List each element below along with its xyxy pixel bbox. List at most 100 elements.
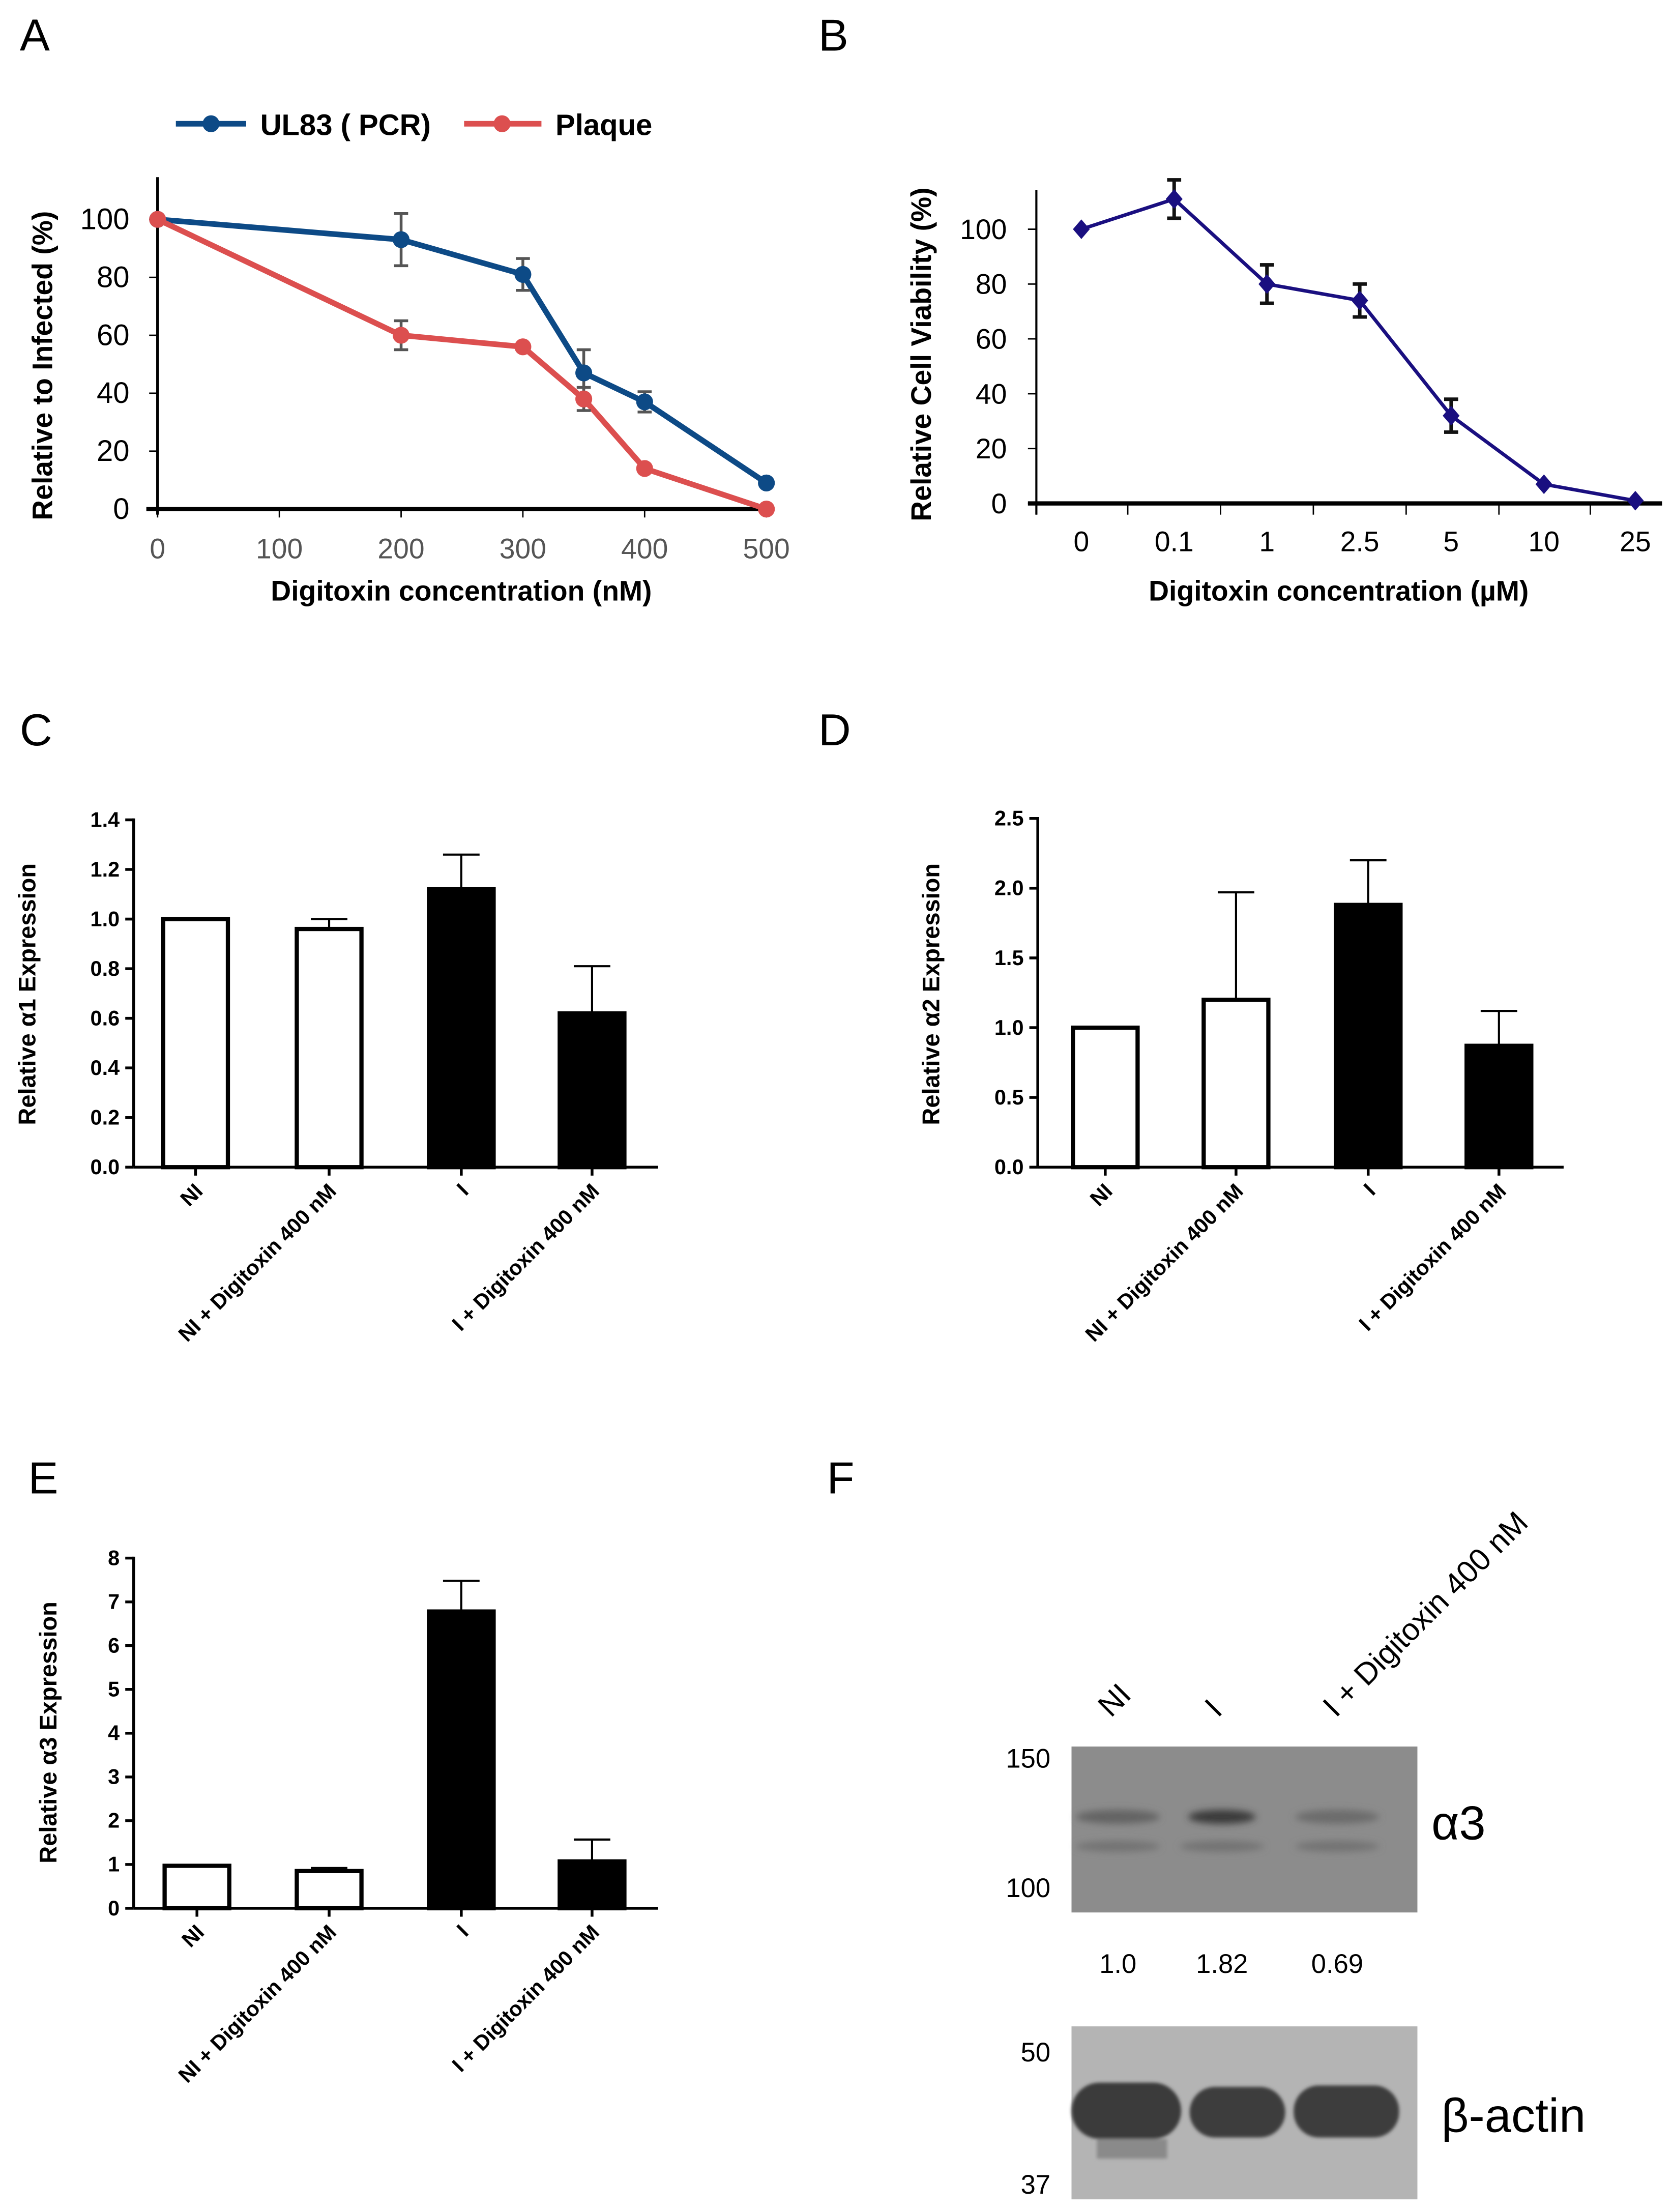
- error-bar: [443, 1580, 480, 1612]
- beta-actin-label: β-actin: [1441, 2088, 1586, 2142]
- y-tick-label: 6: [108, 1634, 120, 1657]
- chart-b-viability: Digitoxin concentration (µM) Relative Ce…: [905, 178, 1662, 606]
- alpha3-blot-membrane: [1071, 1747, 1418, 1913]
- x-tick-label: I: [1359, 1179, 1380, 1200]
- y-tick-label: 1.5: [994, 946, 1024, 970]
- y-tick-label: 3: [108, 1765, 120, 1789]
- alpha3-band-lower: [1180, 1841, 1265, 1852]
- data-point: [758, 474, 775, 491]
- y-tick-label: 80: [976, 269, 1007, 300]
- quant-i-digitoxin: 0.69: [1311, 1949, 1363, 1979]
- quant-ni: 1.0: [1099, 1949, 1136, 1979]
- chart-c-alpha1: Relative α1 Expression 0.0 0.2 0.4 0.6 0.8 1.…: [13, 807, 658, 1346]
- error-bar: [1480, 1010, 1517, 1046]
- error-bar: [573, 1838, 610, 1861]
- data-point: [514, 338, 532, 356]
- error-bar: [1217, 891, 1254, 1000]
- y-tick-label: 0.2: [91, 1105, 120, 1129]
- lane-label-i: I: [1198, 1693, 1228, 1723]
- data-point: [149, 211, 166, 228]
- bar: [1464, 1043, 1534, 1170]
- x-tick-label: 1: [1259, 526, 1275, 558]
- x-tick-label: I + Digitoxin 400 nM: [447, 1920, 604, 2077]
- alpha3-band-lower: [1295, 1841, 1380, 1852]
- y-tick-label: 7: [108, 1590, 120, 1614]
- y-tick-label: 2.5: [994, 806, 1024, 830]
- chart-b-xlabel: Digitoxin concentration (µM): [1149, 575, 1529, 606]
- y-tick-label: 0.6: [91, 1006, 120, 1030]
- y-tick-label: 0: [991, 488, 1007, 519]
- panel-label-e: E: [28, 1453, 58, 1503]
- quant-i: 1.82: [1196, 1949, 1248, 1979]
- chart-c-ylabel: Relative α1 Expression: [13, 863, 40, 1125]
- error-bar: [573, 965, 610, 1013]
- y-tick-label: 100: [960, 214, 1007, 245]
- y-tick-label: 20: [976, 433, 1007, 464]
- bar: [558, 1859, 627, 1911]
- chart-a-ylabel: Relative to Infected (%): [26, 211, 58, 520]
- data-point: [1351, 290, 1368, 311]
- bar: [295, 1869, 364, 1911]
- panel-label-f: F: [827, 1453, 855, 1503]
- x-tick-label: 100: [256, 533, 303, 564]
- data-point: [636, 393, 653, 411]
- x-tick-label: 2.5: [1340, 526, 1380, 558]
- x-tick-label: I + Digitoxin 400 nM: [1354, 1179, 1511, 1335]
- y-tick-label: 2.0: [994, 876, 1024, 900]
- bar: [1071, 1025, 1140, 1170]
- y-tick-label: 2: [108, 1809, 120, 1832]
- data-point: [1073, 219, 1090, 239]
- actin-band-ni: [1071, 2082, 1182, 2139]
- y-tick-label: 1: [108, 1852, 120, 1876]
- x-tick-label: 25: [1620, 526, 1651, 558]
- data-point: [514, 266, 532, 283]
- legend-marker: [202, 115, 220, 132]
- actin-band-i-digitoxin: [1294, 2085, 1399, 2138]
- y-tick-label: 60: [976, 324, 1007, 355]
- error-bar: [1350, 859, 1387, 905]
- actin-band-i: [1189, 2086, 1285, 2138]
- x-tick-label: 10: [1529, 526, 1560, 558]
- bar: [427, 1609, 496, 1911]
- y-tick-label: 80: [97, 260, 130, 294]
- y-tick-label: 0.4: [91, 1056, 120, 1080]
- y-tick-label: 1.0: [994, 1015, 1024, 1039]
- bar: [161, 917, 230, 1170]
- marker-100: 100: [1006, 1873, 1050, 1903]
- y-tick-label: 0.0: [994, 1155, 1024, 1179]
- data-point: [1627, 490, 1644, 511]
- y-tick-label: 0.5: [994, 1085, 1024, 1109]
- y-tick-label: 60: [97, 318, 130, 352]
- data-point: [1535, 474, 1552, 494]
- bar: [1201, 998, 1271, 1170]
- y-tick-label: 1.2: [91, 857, 120, 881]
- x-tick-label: I: [452, 1179, 473, 1200]
- panel-label-d: D: [818, 705, 851, 755]
- series-line-1: [156, 217, 768, 512]
- alpha3-band-lower: [1075, 1841, 1160, 1852]
- data-point: [636, 460, 653, 477]
- y-tick-label: 40: [976, 378, 1007, 410]
- x-tick-label: 200: [377, 533, 424, 564]
- x-tick-label: 0: [150, 533, 165, 564]
- x-tick-label: NI: [1085, 1179, 1117, 1211]
- y-tick-label: 8: [108, 1546, 120, 1569]
- series-line: [1080, 197, 1636, 503]
- y-tick-label: 0.8: [91, 956, 120, 980]
- data-point: [758, 501, 775, 518]
- chart-e-ylabel: Relative α3 Expression: [35, 1602, 62, 1864]
- x-tick-label: 0: [1073, 526, 1089, 558]
- x-tick-label: 0.1: [1155, 526, 1194, 558]
- data-point: [575, 390, 593, 408]
- chart-a-xlabel: Digitoxin concentration (nM): [271, 575, 652, 606]
- y-tick-label: 20: [97, 434, 130, 468]
- legend-ul83-label: UL83 ( PCR): [260, 108, 431, 141]
- alpha3-label: α3: [1431, 1796, 1486, 1850]
- series-line-0: [157, 216, 768, 485]
- chart-d-alpha2: Relative α2 Expression 0.0 0.5 1.0 1.5 2.0 2.…: [918, 806, 1564, 1346]
- chart-a-infection: Digitoxin concentration (nM) Relative to…: [26, 108, 789, 606]
- data-point: [392, 327, 410, 344]
- data-point: [1443, 405, 1460, 426]
